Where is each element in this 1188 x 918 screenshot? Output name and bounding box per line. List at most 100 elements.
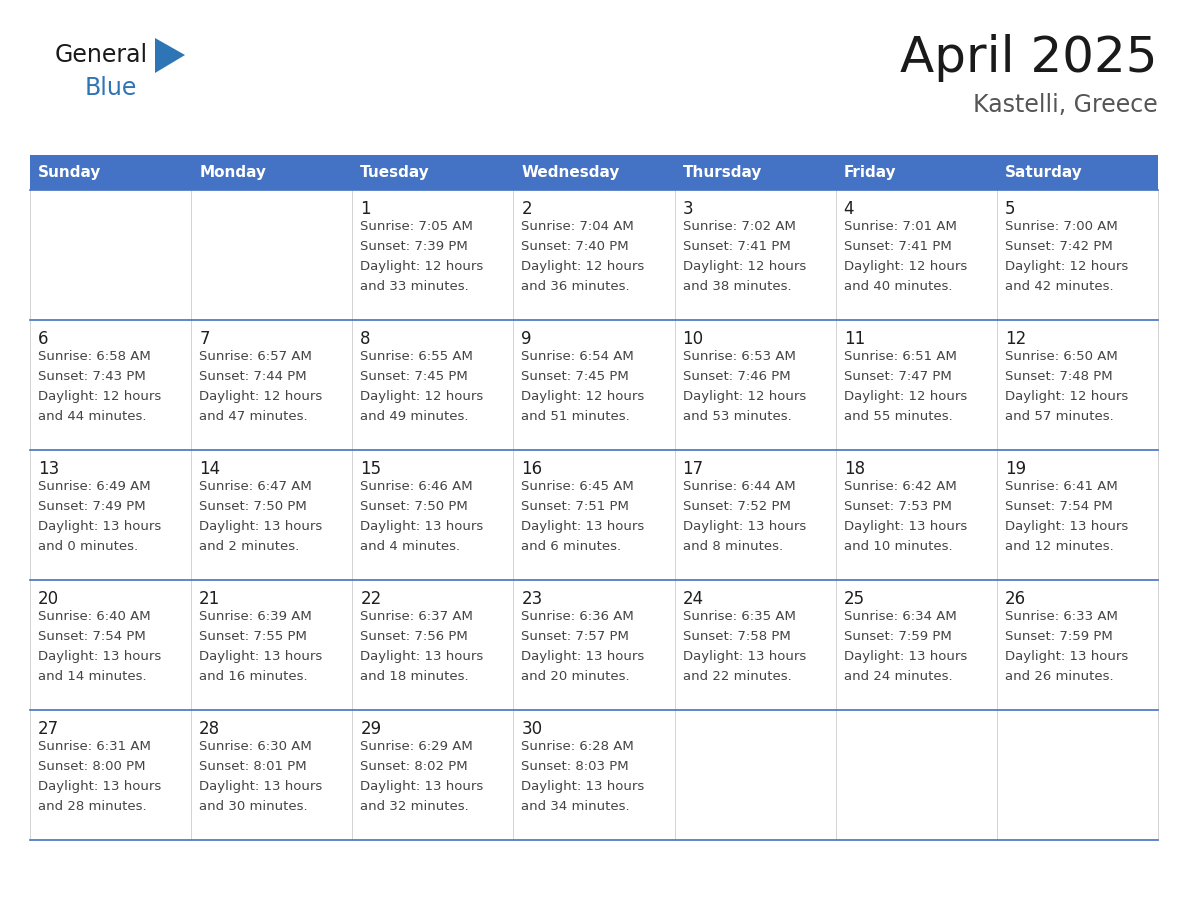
Bar	[513, 450, 675, 580]
Text: Daylight: 12 hours: Daylight: 12 hours	[1005, 260, 1129, 273]
Text: Daylight: 12 hours: Daylight: 12 hours	[200, 390, 322, 403]
Text: Sunrise: 6:44 AM: Sunrise: 6:44 AM	[683, 480, 795, 493]
Text: and 22 minutes.: and 22 minutes.	[683, 670, 791, 683]
Text: 27: 27	[38, 720, 59, 738]
Text: Sunset: 7:41 PM: Sunset: 7:41 PM	[843, 240, 952, 253]
Bar	[353, 155, 513, 190]
Text: Sunset: 7:43 PM: Sunset: 7:43 PM	[38, 370, 146, 383]
Text: Sunset: 7:50 PM: Sunset: 7:50 PM	[360, 500, 468, 513]
Text: 26: 26	[1005, 590, 1026, 608]
Text: 2: 2	[522, 200, 532, 218]
Text: Sunrise: 6:41 AM: Sunrise: 6:41 AM	[1005, 480, 1118, 493]
Text: Sunrise: 6:58 AM: Sunrise: 6:58 AM	[38, 350, 151, 363]
Text: April 2025: April 2025	[901, 34, 1158, 82]
Text: and 12 minutes.: and 12 minutes.	[1005, 540, 1113, 553]
Text: Friday: Friday	[843, 165, 896, 180]
Text: Sunset: 7:57 PM: Sunset: 7:57 PM	[522, 630, 630, 643]
Text: Sunrise: 7:04 AM: Sunrise: 7:04 AM	[522, 220, 634, 233]
Text: 7: 7	[200, 330, 209, 348]
Text: and 33 minutes.: and 33 minutes.	[360, 280, 469, 293]
Text: Daylight: 12 hours: Daylight: 12 hours	[1005, 390, 1129, 403]
Text: 16: 16	[522, 460, 543, 478]
Text: 1: 1	[360, 200, 371, 218]
Text: Sunset: 7:51 PM: Sunset: 7:51 PM	[522, 500, 630, 513]
Text: and 57 minutes.: and 57 minutes.	[1005, 410, 1113, 423]
Text: Sunrise: 6:49 AM: Sunrise: 6:49 AM	[38, 480, 151, 493]
Text: and 10 minutes.: and 10 minutes.	[843, 540, 953, 553]
Text: 19: 19	[1005, 460, 1026, 478]
Text: Daylight: 13 hours: Daylight: 13 hours	[522, 780, 645, 793]
Bar	[675, 155, 835, 190]
Text: and 38 minutes.: and 38 minutes.	[683, 280, 791, 293]
Text: Sunset: 8:02 PM: Sunset: 8:02 PM	[360, 760, 468, 773]
Text: and 28 minutes.: and 28 minutes.	[38, 800, 146, 813]
Text: 29: 29	[360, 720, 381, 738]
Text: Sunrise: 6:54 AM: Sunrise: 6:54 AM	[522, 350, 634, 363]
Text: 23: 23	[522, 590, 543, 608]
Text: 25: 25	[843, 590, 865, 608]
Text: Sunrise: 6:45 AM: Sunrise: 6:45 AM	[522, 480, 634, 493]
Text: and 16 minutes.: and 16 minutes.	[200, 670, 308, 683]
Text: and 51 minutes.: and 51 minutes.	[522, 410, 630, 423]
Text: Daylight: 13 hours: Daylight: 13 hours	[1005, 650, 1129, 663]
Text: 9: 9	[522, 330, 532, 348]
Text: Sunrise: 6:51 AM: Sunrise: 6:51 AM	[843, 350, 956, 363]
Text: 21: 21	[200, 590, 221, 608]
Text: Daylight: 13 hours: Daylight: 13 hours	[360, 650, 484, 663]
Text: Sunset: 7:58 PM: Sunset: 7:58 PM	[683, 630, 790, 643]
Text: Saturday: Saturday	[1005, 165, 1082, 180]
Text: and 20 minutes.: and 20 minutes.	[522, 670, 630, 683]
Text: Daylight: 12 hours: Daylight: 12 hours	[843, 390, 967, 403]
Text: Sunset: 7:59 PM: Sunset: 7:59 PM	[1005, 630, 1113, 643]
Text: Daylight: 13 hours: Daylight: 13 hours	[843, 650, 967, 663]
Bar	[675, 710, 835, 840]
Text: Sunset: 7:46 PM: Sunset: 7:46 PM	[683, 370, 790, 383]
Text: Sunrise: 6:28 AM: Sunrise: 6:28 AM	[522, 740, 634, 753]
Text: Monday: Monday	[200, 165, 266, 180]
Bar	[997, 580, 1158, 710]
Text: General: General	[55, 43, 148, 67]
Text: Daylight: 13 hours: Daylight: 13 hours	[522, 650, 645, 663]
Text: Sunrise: 6:31 AM: Sunrise: 6:31 AM	[38, 740, 151, 753]
Text: Sunrise: 7:01 AM: Sunrise: 7:01 AM	[843, 220, 956, 233]
Bar	[30, 155, 191, 190]
Bar	[513, 155, 675, 190]
Text: and 40 minutes.: and 40 minutes.	[843, 280, 953, 293]
Bar	[353, 190, 513, 320]
Text: Daylight: 13 hours: Daylight: 13 hours	[200, 780, 322, 793]
Text: Sunset: 7:59 PM: Sunset: 7:59 PM	[843, 630, 952, 643]
Text: and 8 minutes.: and 8 minutes.	[683, 540, 783, 553]
Text: 10: 10	[683, 330, 703, 348]
Text: and 4 minutes.: and 4 minutes.	[360, 540, 461, 553]
Text: Daylight: 12 hours: Daylight: 12 hours	[683, 260, 805, 273]
Text: Sunset: 8:03 PM: Sunset: 8:03 PM	[522, 760, 630, 773]
Text: 24: 24	[683, 590, 703, 608]
Text: 15: 15	[360, 460, 381, 478]
Text: Sunrise: 6:55 AM: Sunrise: 6:55 AM	[360, 350, 473, 363]
Text: Daylight: 13 hours: Daylight: 13 hours	[683, 650, 805, 663]
Text: Tuesday: Tuesday	[360, 165, 430, 180]
Bar	[675, 320, 835, 450]
Text: Sunset: 8:00 PM: Sunset: 8:00 PM	[38, 760, 145, 773]
Text: and 47 minutes.: and 47 minutes.	[200, 410, 308, 423]
Text: Daylight: 12 hours: Daylight: 12 hours	[522, 390, 645, 403]
Text: 14: 14	[200, 460, 220, 478]
Text: Sunset: 7:49 PM: Sunset: 7:49 PM	[38, 500, 146, 513]
Text: Sunday: Sunday	[38, 165, 101, 180]
Text: Sunset: 7:44 PM: Sunset: 7:44 PM	[200, 370, 307, 383]
Text: and 42 minutes.: and 42 minutes.	[1005, 280, 1113, 293]
Bar	[835, 710, 997, 840]
Bar	[835, 450, 997, 580]
Bar	[513, 190, 675, 320]
Bar	[191, 580, 353, 710]
Text: and 34 minutes.: and 34 minutes.	[522, 800, 630, 813]
Text: Daylight: 13 hours: Daylight: 13 hours	[200, 520, 322, 533]
Bar	[513, 710, 675, 840]
Text: Daylight: 13 hours: Daylight: 13 hours	[522, 520, 645, 533]
Text: Sunset: 7:54 PM: Sunset: 7:54 PM	[38, 630, 146, 643]
Text: 3: 3	[683, 200, 693, 218]
Text: Sunset: 7:45 PM: Sunset: 7:45 PM	[522, 370, 630, 383]
Text: Sunset: 7:39 PM: Sunset: 7:39 PM	[360, 240, 468, 253]
Bar	[997, 450, 1158, 580]
Text: Daylight: 13 hours: Daylight: 13 hours	[360, 520, 484, 533]
